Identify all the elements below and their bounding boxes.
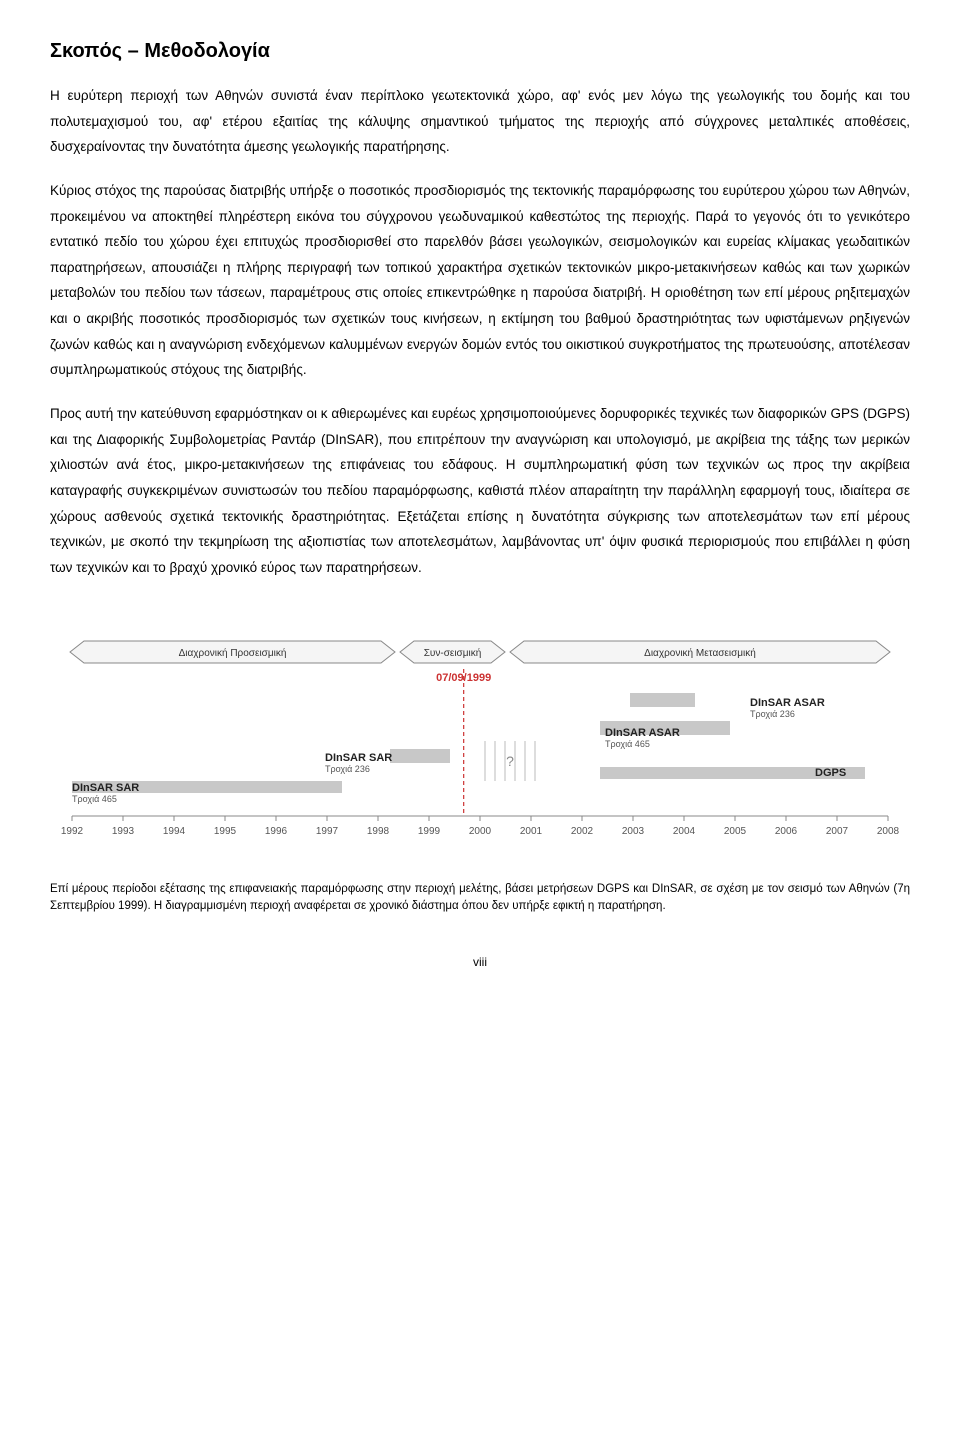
- page-number: viii: [50, 955, 910, 969]
- svg-text:?: ?: [506, 753, 514, 769]
- svg-text:2003: 2003: [622, 826, 645, 837]
- svg-text:1992: 1992: [61, 826, 84, 837]
- svg-text:Διαχρονική Προσεισμική: Διαχρονική Προσεισμική: [179, 647, 287, 659]
- svg-text:DGPS: DGPS: [815, 767, 846, 779]
- page-title: Σκοπός – Μεθοδολογία: [50, 40, 910, 63]
- svg-text:DInSAR ASAR: DInSAR ASAR: [750, 697, 825, 709]
- svg-text:DInSAR ASAR: DInSAR ASAR: [605, 727, 680, 739]
- paragraph-2: Κύριος στόχος της παρούσας διατριβής υπή…: [50, 178, 910, 383]
- svg-text:07/09/1999: 07/09/1999: [436, 672, 491, 684]
- svg-text:Τροχιά 465: Τροχιά 465: [605, 739, 650, 749]
- svg-text:2006: 2006: [775, 826, 798, 837]
- svg-text:2008: 2008: [877, 826, 900, 837]
- svg-text:1995: 1995: [214, 826, 237, 837]
- svg-text:2005: 2005: [724, 826, 747, 837]
- svg-text:1994: 1994: [163, 826, 186, 837]
- svg-text:1996: 1996: [265, 826, 288, 837]
- svg-text:Τροχιά 236: Τροχιά 236: [325, 764, 370, 774]
- figure-caption: Επί μέρους περίοδοι εξέτασης της επιφανε…: [50, 881, 910, 916]
- svg-text:Τροχιά 465: Τροχιά 465: [72, 794, 117, 804]
- svg-text:2007: 2007: [826, 826, 849, 837]
- svg-text:DInSAR SAR: DInSAR SAR: [325, 752, 392, 764]
- svg-text:2000: 2000: [469, 826, 492, 837]
- svg-text:DInSAR SAR: DInSAR SAR: [72, 782, 139, 794]
- svg-text:Συν-σεισμική: Συν-σεισμική: [424, 647, 482, 659]
- svg-text:2002: 2002: [571, 826, 594, 837]
- svg-text:Τροχιά 236: Τροχιά 236: [750, 709, 795, 719]
- paragraph-3: Προς αυτή την κατεύθυνση εφαρμόστηκαν οι…: [50, 401, 910, 580]
- svg-text:2001: 2001: [520, 826, 543, 837]
- svg-text:2004: 2004: [673, 826, 696, 837]
- svg-text:1997: 1997: [316, 826, 339, 837]
- svg-text:1998: 1998: [367, 826, 390, 837]
- svg-text:1999: 1999: [418, 826, 441, 837]
- timeline-figure: Διαχρονική Προσεισμική Συν-σεισμική Διαχρο…: [50, 621, 910, 861]
- timeline-svg: Διαχρονική Προσεισμική Συν-σεισμική Διαχρο…: [50, 621, 910, 861]
- paragraph-1: Η ευρύτερη περιοχή των Αθηνών συνιστά έν…: [50, 83, 910, 160]
- svg-text:Διαχρονική Μετασεισμική: Διαχρονική Μετασεισμική: [644, 647, 756, 659]
- svg-text:1993: 1993: [112, 826, 135, 837]
